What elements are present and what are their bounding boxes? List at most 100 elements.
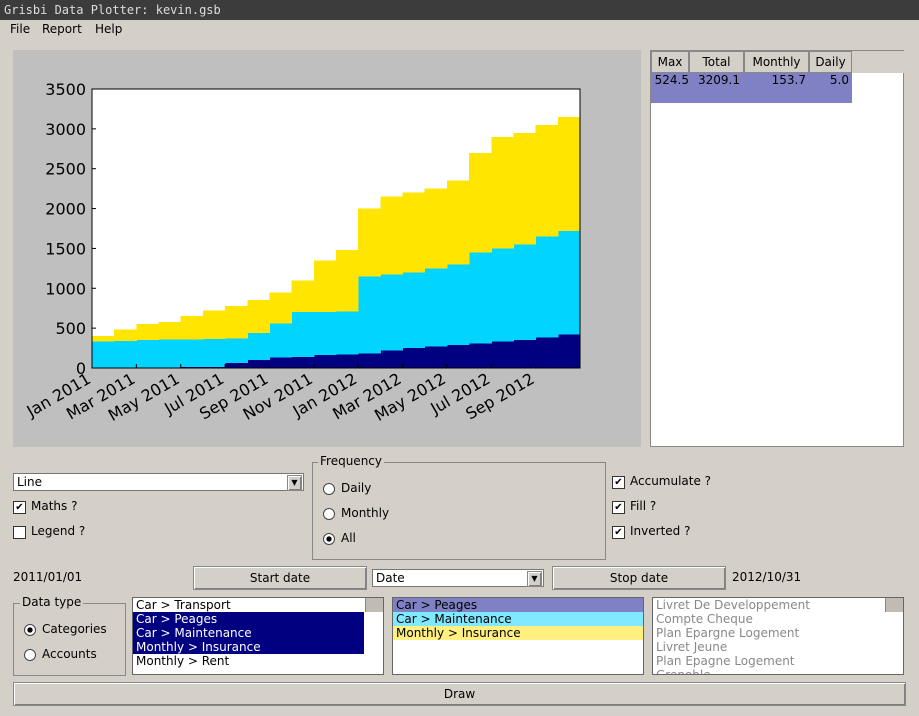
area-step [469, 343, 492, 368]
area-step [358, 353, 381, 368]
list-item[interactable]: Monthly > Insurance [393, 626, 643, 640]
menu-report[interactable]: Report [42, 22, 82, 36]
area-step [535, 236, 559, 338]
area-step [491, 136, 514, 249]
draw-button[interactable]: Draw [13, 682, 906, 706]
list-item[interactable]: Car > Peages [393, 598, 643, 612]
radio-label: Accounts [42, 647, 97, 661]
menu-help[interactable]: Help [95, 22, 123, 36]
area-step [114, 329, 137, 341]
list-item[interactable]: Monthly > Rent [136, 654, 230, 668]
list-item[interactable]: Plan Epagne Logement [656, 654, 795, 668]
list-item[interactable]: Car > Transport [136, 598, 231, 612]
area-step [269, 357, 293, 368]
table-header: Monthly [744, 51, 809, 73]
list-item[interactable]: Livret Jeune [656, 640, 728, 654]
inverted-checkbox[interactable]: ✔ [612, 526, 625, 539]
frequency-group [312, 462, 606, 560]
y-tick-label: 1000 [45, 279, 86, 298]
list-item[interactable]: Car > Peages [133, 612, 364, 626]
area-step [180, 339, 204, 368]
start-date-value: 2011/01/01 [13, 570, 83, 584]
legend-checkbox[interactable] [13, 526, 26, 539]
radio-daily[interactable] [323, 483, 335, 495]
area-step [402, 348, 426, 368]
plot-type-combo[interactable]: Line ▼ [13, 473, 304, 491]
area-step [247, 360, 270, 368]
area-step [513, 132, 537, 245]
table-header: Daily [809, 51, 852, 73]
date-combo[interactable]: Date ▼ [372, 569, 544, 587]
area-step [291, 312, 315, 357]
combo-value: Line [17, 475, 43, 489]
fill-label: Fill ? [630, 499, 657, 513]
menu-file[interactable]: File [10, 22, 31, 36]
area-step [446, 180, 470, 265]
area-step [557, 230, 581, 335]
area-step [225, 363, 248, 368]
data-type-group [13, 603, 126, 676]
table-cell: 3209.1 [698, 73, 740, 87]
area-step [424, 188, 448, 269]
stop-date-value: 2012/10/31 [732, 570, 802, 584]
area-step [291, 280, 315, 313]
area-step [92, 336, 115, 342]
area-step [269, 323, 293, 358]
accumulate-checkbox[interactable]: ✔ [612, 476, 625, 489]
list-item[interactable]: Plan Epargne Logement [656, 626, 800, 640]
y-tick-label: 1500 [45, 239, 86, 258]
stop-date-button[interactable]: Stop date [552, 566, 726, 590]
area-step [202, 338, 226, 367]
area-step [380, 274, 404, 351]
list-item[interactable]: Car > Maintenance [393, 612, 643, 626]
radio-all[interactable] [323, 533, 335, 545]
area-step [136, 340, 160, 368]
area-step [469, 152, 492, 253]
y-tick-label: 0 [76, 359, 86, 378]
area-step [136, 324, 160, 341]
area-step [158, 339, 182, 368]
list-item[interactable]: Grenoble [656, 668, 711, 675]
accounts-list[interactable]: Livret De Developpement Compte Cheque Plan… [652, 597, 904, 675]
list-item[interactable]: Compte Cheque [656, 612, 753, 626]
maths-checkbox[interactable]: ✔ [13, 501, 26, 514]
area-step [247, 300, 270, 333]
table-row[interactable] [651, 73, 852, 103]
area-step [269, 292, 293, 324]
area-step [557, 334, 581, 368]
area-step [424, 268, 448, 347]
fill-checkbox[interactable]: ✔ [612, 501, 625, 514]
radio-monthly[interactable] [323, 508, 335, 520]
categories-list[interactable]: Car > Transport Car > Peages Car > Mainten… [132, 597, 384, 675]
area-step [158, 321, 182, 340]
area-step [513, 340, 537, 368]
area-step [380, 196, 404, 275]
maths-label: Maths ? [31, 499, 78, 513]
area-step [291, 356, 315, 368]
area-step [446, 344, 470, 368]
list-item[interactable]: Car > Maintenance [133, 626, 364, 640]
title-bar: Grisbi Data Plotter: kevin.gsb [0, 0, 919, 20]
area-step [225, 305, 248, 339]
area-step [380, 350, 404, 368]
area-step [402, 192, 426, 273]
selected-list[interactable]: Car > Peages Car > Maintenance Monthly > I… [392, 597, 644, 675]
table-cell: 5.0 [829, 73, 849, 87]
area-step [313, 312, 337, 356]
table-header: Total [689, 51, 744, 73]
list-item[interactable]: Monthly > Insurance [133, 640, 364, 654]
list-item[interactable]: Livret De Developpement [656, 598, 810, 612]
radio-accounts[interactable] [24, 649, 36, 661]
area-step [202, 310, 226, 339]
area-step [247, 332, 270, 361]
radio-categories[interactable] [24, 624, 36, 636]
y-tick-label: 500 [55, 319, 86, 338]
accumulate-label: Accumulate ? [630, 474, 712, 488]
area-step [535, 337, 559, 368]
start-date-button[interactable]: Start date [193, 566, 367, 590]
area-step [336, 311, 359, 355]
table-cell: 524.5 [654, 73, 689, 87]
area-step [491, 248, 514, 342]
